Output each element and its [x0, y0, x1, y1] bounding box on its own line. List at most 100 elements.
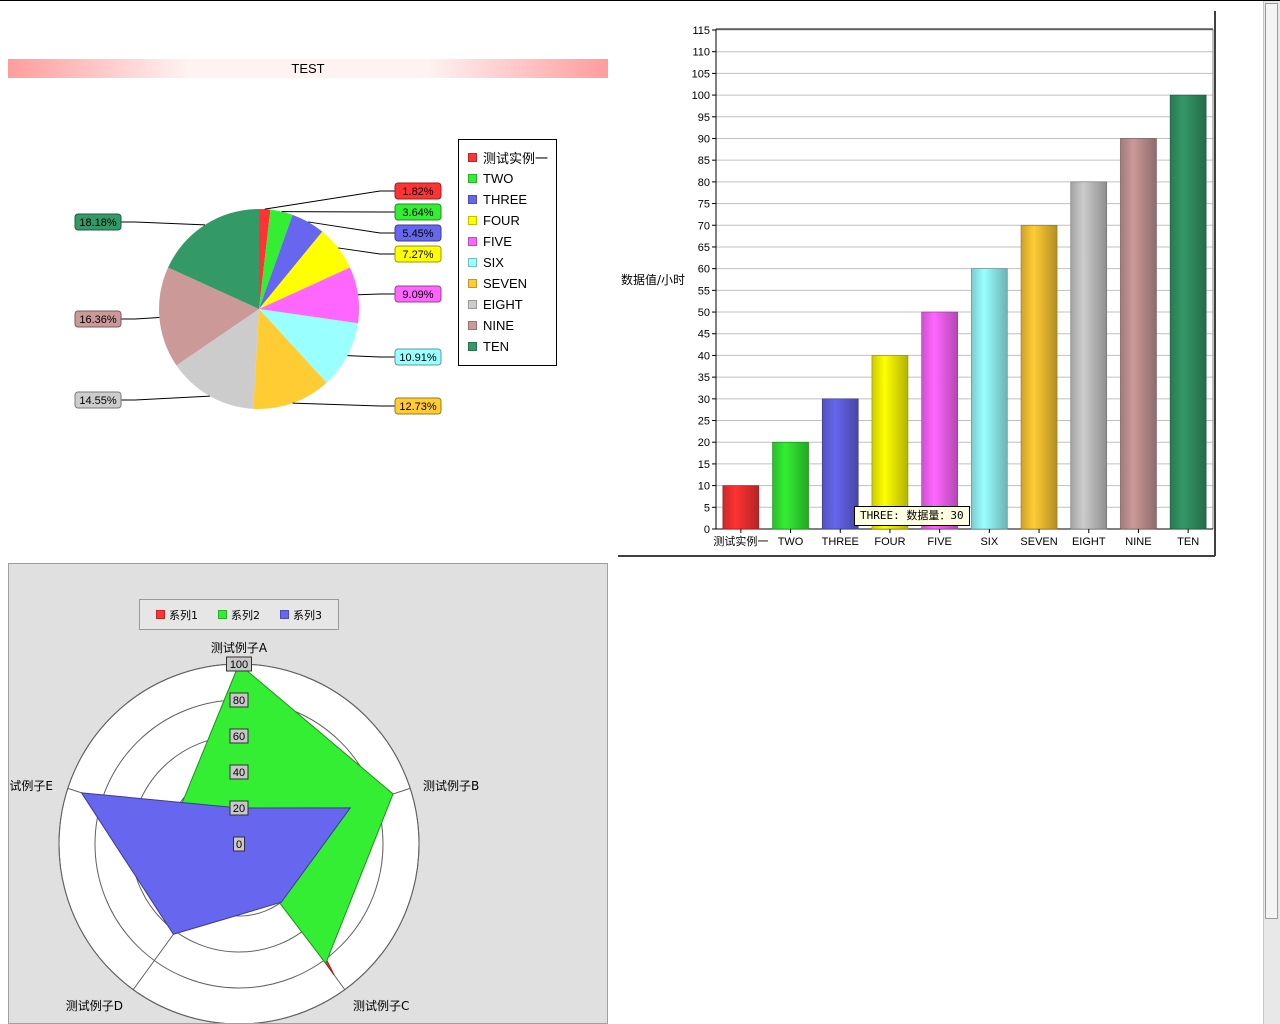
radar-tick-label-4: 80	[233, 695, 245, 707]
pie-legend-item-5: SIX	[459, 252, 556, 273]
pie-label-9: 18.18%	[79, 217, 117, 229]
bar-0[interactable]	[722, 485, 760, 530]
radar-tick-label-5: 100	[230, 659, 248, 671]
bar-ytick-label: 65	[698, 242, 710, 254]
pie-legend-item-9: TEN	[459, 336, 556, 357]
pie-legend-swatch-6	[468, 279, 477, 288]
radar-chart: 0 20 40 60 80 100 测试例子A 测试例子B 测试例子C 测试例子D 测试例子E	[9, 640, 479, 1023]
bar-7[interactable]	[1070, 181, 1108, 530]
pie-legend-swatch-0	[468, 153, 477, 162]
pie-label-8: 16.36%	[79, 314, 117, 326]
radar-tick-label-2: 40	[233, 767, 245, 779]
pie-slice-3[interactable]	[259, 231, 350, 309]
bar-ytick-label: 70	[698, 220, 710, 232]
bar-3[interactable]	[871, 355, 909, 530]
radar-legend-swatch-0	[156, 610, 165, 619]
bar-xtick-label-3: FOUR	[874, 536, 905, 548]
pie-legend-item-1: TWO	[459, 168, 556, 189]
bar-xtick-label-1: TWO	[778, 536, 804, 548]
bar-tooltip: THREE: 数据量：30	[854, 506, 970, 526]
bar-6[interactable]	[1020, 224, 1058, 530]
bar-chart: 0 5 10 15 20 25 30 35 40 45 50 55 60 65 70 75 80 85 90 95 10…	[618, 11, 1216, 557]
pie-label-line-3	[338, 247, 395, 255]
bar-5[interactable]	[971, 268, 1008, 530]
bar-ytick-label: 105	[692, 68, 710, 80]
bar-ytick-label: 85	[698, 155, 710, 167]
pie-slice-1[interactable]	[259, 209, 293, 309]
bar-xtick-label-7: EIGHT	[1072, 536, 1106, 548]
radar-axis-label-2: 测试例子C	[353, 998, 409, 1013]
pie-slice-7[interactable]	[176, 309, 259, 409]
pie-slice-5[interactable]	[259, 309, 358, 383]
pie-chart-title: TEST	[8, 59, 608, 78]
pie-label-line-2	[308, 221, 395, 234]
bar-ytick-label: 20	[698, 437, 710, 449]
pie-slice-9[interactable]	[168, 209, 259, 309]
bar-xtick-label-6: SEVEN	[1020, 536, 1057, 548]
scrollbar-thumb[interactable]	[1265, 3, 1278, 919]
bar-xtick-label-8: NINE	[1125, 536, 1151, 548]
pie-slice-8[interactable]	[159, 267, 259, 366]
bar-1[interactable]	[772, 441, 809, 530]
pie-legend-item-4: FIVE	[459, 231, 556, 252]
pie-legend-swatch-5	[468, 258, 477, 267]
vertical-scrollbar[interactable]	[1263, 1, 1280, 1024]
pie-label-box-2	[394, 224, 442, 242]
radar-series-2[interactable]	[80, 792, 352, 935]
radar-chart-panel: 0 20 40 60 80 100 测试例子A 测试例子B 测试例子C 测试例子D 测试例子E 系列…	[8, 563, 608, 1024]
pie-label-box-4	[394, 285, 442, 303]
pie-legend-swatch-3	[468, 216, 477, 225]
pie-label-box-5	[394, 348, 442, 366]
bar-ytick-label: 30	[698, 394, 710, 406]
bar-ytick-label: 40	[698, 350, 710, 362]
bar-ytick-label: 110	[692, 47, 710, 59]
bar-2[interactable]	[821, 398, 859, 530]
pie-label-line-7	[121, 395, 210, 401]
pie-label-3: 7.27%	[402, 249, 433, 261]
window-top-border	[0, 0, 1280, 1]
pie-label-line-5	[347, 355, 395, 358]
radar-axis-label-3: 测试例子D	[66, 998, 123, 1013]
bar-ytick-label: 75	[698, 199, 710, 211]
radar-legend-item-0: 系列1	[156, 607, 198, 623]
bar-xtick-label-9: TEN	[1177, 536, 1199, 548]
pie-slice-4[interactable]	[259, 267, 360, 324]
bar-ytick-label: 80	[698, 177, 710, 189]
pie-label-line-8	[121, 317, 160, 320]
pie-label-4: 9.09%	[402, 289, 433, 301]
pie-legend-swatch-2	[468, 195, 477, 204]
bar-8[interactable]	[1120, 138, 1157, 530]
bar-ytick-label: 115	[692, 25, 710, 37]
pie-label-line-0	[264, 190, 395, 210]
bar-4[interactable]	[921, 311, 958, 530]
pie-legend-label-9: TEN	[483, 339, 509, 354]
bar-ytick-label: 45	[698, 329, 710, 341]
pie-chart: 1.82% 3.64% 5.45% 7.27% 9.09% 10.91% 12.73% 14.…	[74, 182, 442, 415]
pie-label-box-3	[394, 245, 442, 263]
bar-chart-ylabel: 数据值/小时	[621, 273, 686, 287]
pie-legend-label-7: EIGHT	[483, 297, 523, 312]
pie-label-6: 12.73%	[399, 401, 437, 413]
bar-xtick-label-0: 测试实例一	[713, 534, 768, 548]
pie-legend-item-6: SEVEN	[459, 273, 556, 294]
radar-legend-item-2: 系列3	[280, 607, 322, 623]
bar-xtick-label-5: SIX	[980, 536, 998, 548]
pie-label-box-9	[74, 213, 122, 231]
pie-legend-item-0: 测试实例一	[459, 147, 556, 168]
bar-ytick-label: 95	[698, 112, 710, 124]
pie-label-box-8	[74, 310, 122, 328]
pie-slice-0[interactable]	[259, 209, 271, 309]
pie-legend-swatch-9	[468, 342, 477, 351]
pie-label-box-6	[394, 397, 442, 415]
pie-label-box-0	[394, 182, 442, 200]
pie-label-7: 14.55%	[79, 395, 117, 407]
pie-label-5: 10.91%	[399, 352, 437, 364]
bar-xtick-label-2: THREE	[822, 536, 859, 548]
pie-slice-6[interactable]	[253, 309, 327, 409]
pie-label-2: 5.45%	[402, 228, 433, 240]
pie-legend-swatch-1	[468, 174, 477, 183]
pie-legend-swatch-8	[468, 321, 477, 330]
bar-9[interactable]	[1169, 94, 1207, 530]
pie-slice-2[interactable]	[259, 214, 323, 309]
pie-legend-label-4: FIVE	[483, 234, 512, 249]
